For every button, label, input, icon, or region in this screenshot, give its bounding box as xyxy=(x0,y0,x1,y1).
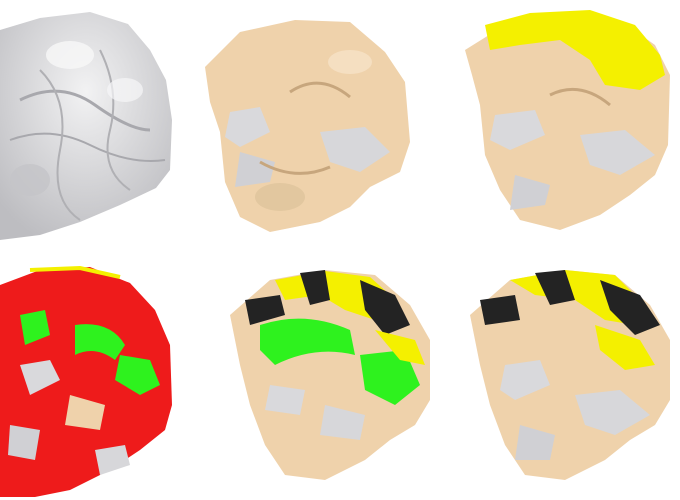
panel-tan-yellow-black-mesh xyxy=(465,265,675,490)
panel-tan-yellow-mesh xyxy=(460,5,675,240)
panel-gray-mesh xyxy=(0,10,180,240)
gray-mesh-render xyxy=(0,12,172,240)
multi-region-mesh-render xyxy=(230,270,430,480)
tan-yellow-mesh-render xyxy=(465,10,670,230)
panel-multi-region-mesh xyxy=(225,265,435,490)
panel-red-green-mesh xyxy=(0,265,180,500)
red-green-mesh-render xyxy=(0,265,172,497)
tan-mesh-render xyxy=(205,20,410,232)
panel-tan-mesh xyxy=(200,12,415,237)
tan-yellow-black-mesh-render xyxy=(470,270,670,480)
